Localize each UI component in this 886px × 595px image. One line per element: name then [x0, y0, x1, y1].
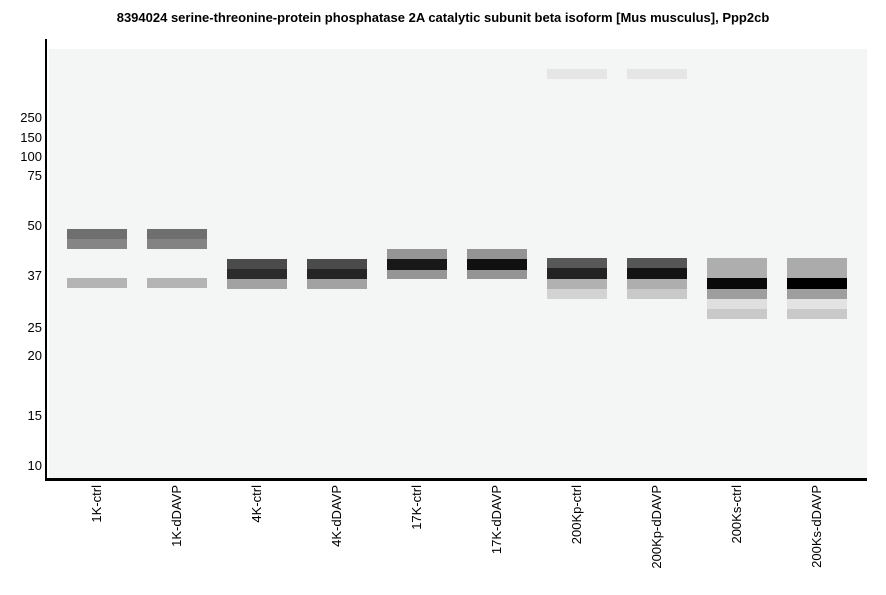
- gel-band: [547, 289, 607, 299]
- gel-band: [707, 289, 767, 299]
- gel-band: [787, 289, 847, 299]
- gel-band: [307, 269, 367, 279]
- gel-band: [627, 69, 687, 79]
- lane-label-4K-dDAVP: 4K-dDAVP: [329, 485, 344, 547]
- lane-label-17K-dDAVP: 17K-dDAVP: [489, 485, 504, 555]
- figure-title: 8394024 serine-threonine-protein phospha…: [116, 10, 770, 25]
- lane-label-200Ks-dDAVP: 200Ks-dDAVP: [809, 485, 824, 568]
- y-tick-label-10: 10: [27, 458, 42, 473]
- gel-band: [547, 69, 607, 79]
- gel-band: [707, 309, 767, 319]
- gel-band: [627, 289, 687, 299]
- y-tick-label-50: 50: [27, 218, 42, 233]
- gel-band: [387, 259, 447, 270]
- gel-band: [227, 259, 287, 269]
- gel-band: [467, 259, 527, 270]
- gel-band: [787, 278, 847, 289]
- lane-label-4K-ctrl: 4K-ctrl: [249, 485, 264, 523]
- gel-band: [627, 268, 687, 279]
- gel-band: [147, 229, 207, 239]
- gel-band: [147, 239, 207, 249]
- gel-band: [227, 269, 287, 279]
- lane-label-1K-ctrl: 1K-ctrl: [89, 485, 104, 523]
- y-tick-label-75: 75: [27, 168, 42, 183]
- lane-label-200Kp-dDAVP: 200Kp-dDAVP: [649, 485, 664, 569]
- y-tick-label-150: 150: [20, 130, 42, 145]
- lane-label-200Kp-ctrl: 200Kp-ctrl: [569, 485, 584, 545]
- gel-band: [707, 299, 767, 309]
- gel-band: [227, 279, 287, 289]
- gel-band: [787, 299, 847, 309]
- gel-band: [67, 229, 127, 239]
- gel-band: [147, 278, 207, 288]
- lane-label-200Ks-ctrl: 200Ks-ctrl: [729, 485, 744, 544]
- x-axis-line: [45, 478, 867, 481]
- gel-band: [707, 258, 767, 278]
- gel-band: [547, 279, 607, 289]
- gel-band: [467, 249, 527, 259]
- gel-band: [387, 249, 447, 259]
- y-tick-label-250: 250: [20, 110, 42, 125]
- gel-band: [627, 279, 687, 289]
- gel-band: [787, 309, 847, 319]
- y-axis-line: [45, 39, 47, 481]
- y-tick-label-37: 37: [27, 268, 42, 283]
- gel-band: [547, 268, 607, 279]
- gel-band: [707, 278, 767, 289]
- gel-band: [67, 278, 127, 288]
- gel-band: [547, 258, 607, 268]
- y-tick-label-25: 25: [27, 320, 42, 335]
- y-tick-label-15: 15: [27, 408, 42, 423]
- lane-label-1K-dDAVP: 1K-dDAVP: [169, 485, 184, 547]
- gel-band: [387, 270, 447, 279]
- gel-band: [467, 270, 527, 279]
- gel-band: [787, 258, 847, 278]
- y-tick-label-20: 20: [27, 348, 42, 363]
- gel-band: [307, 279, 367, 289]
- gel-band: [627, 258, 687, 268]
- lane-label-17K-ctrl: 17K-ctrl: [409, 485, 424, 530]
- y-tick-label-100: 100: [20, 149, 42, 164]
- gel-band: [67, 239, 127, 249]
- gel-band: [307, 259, 367, 269]
